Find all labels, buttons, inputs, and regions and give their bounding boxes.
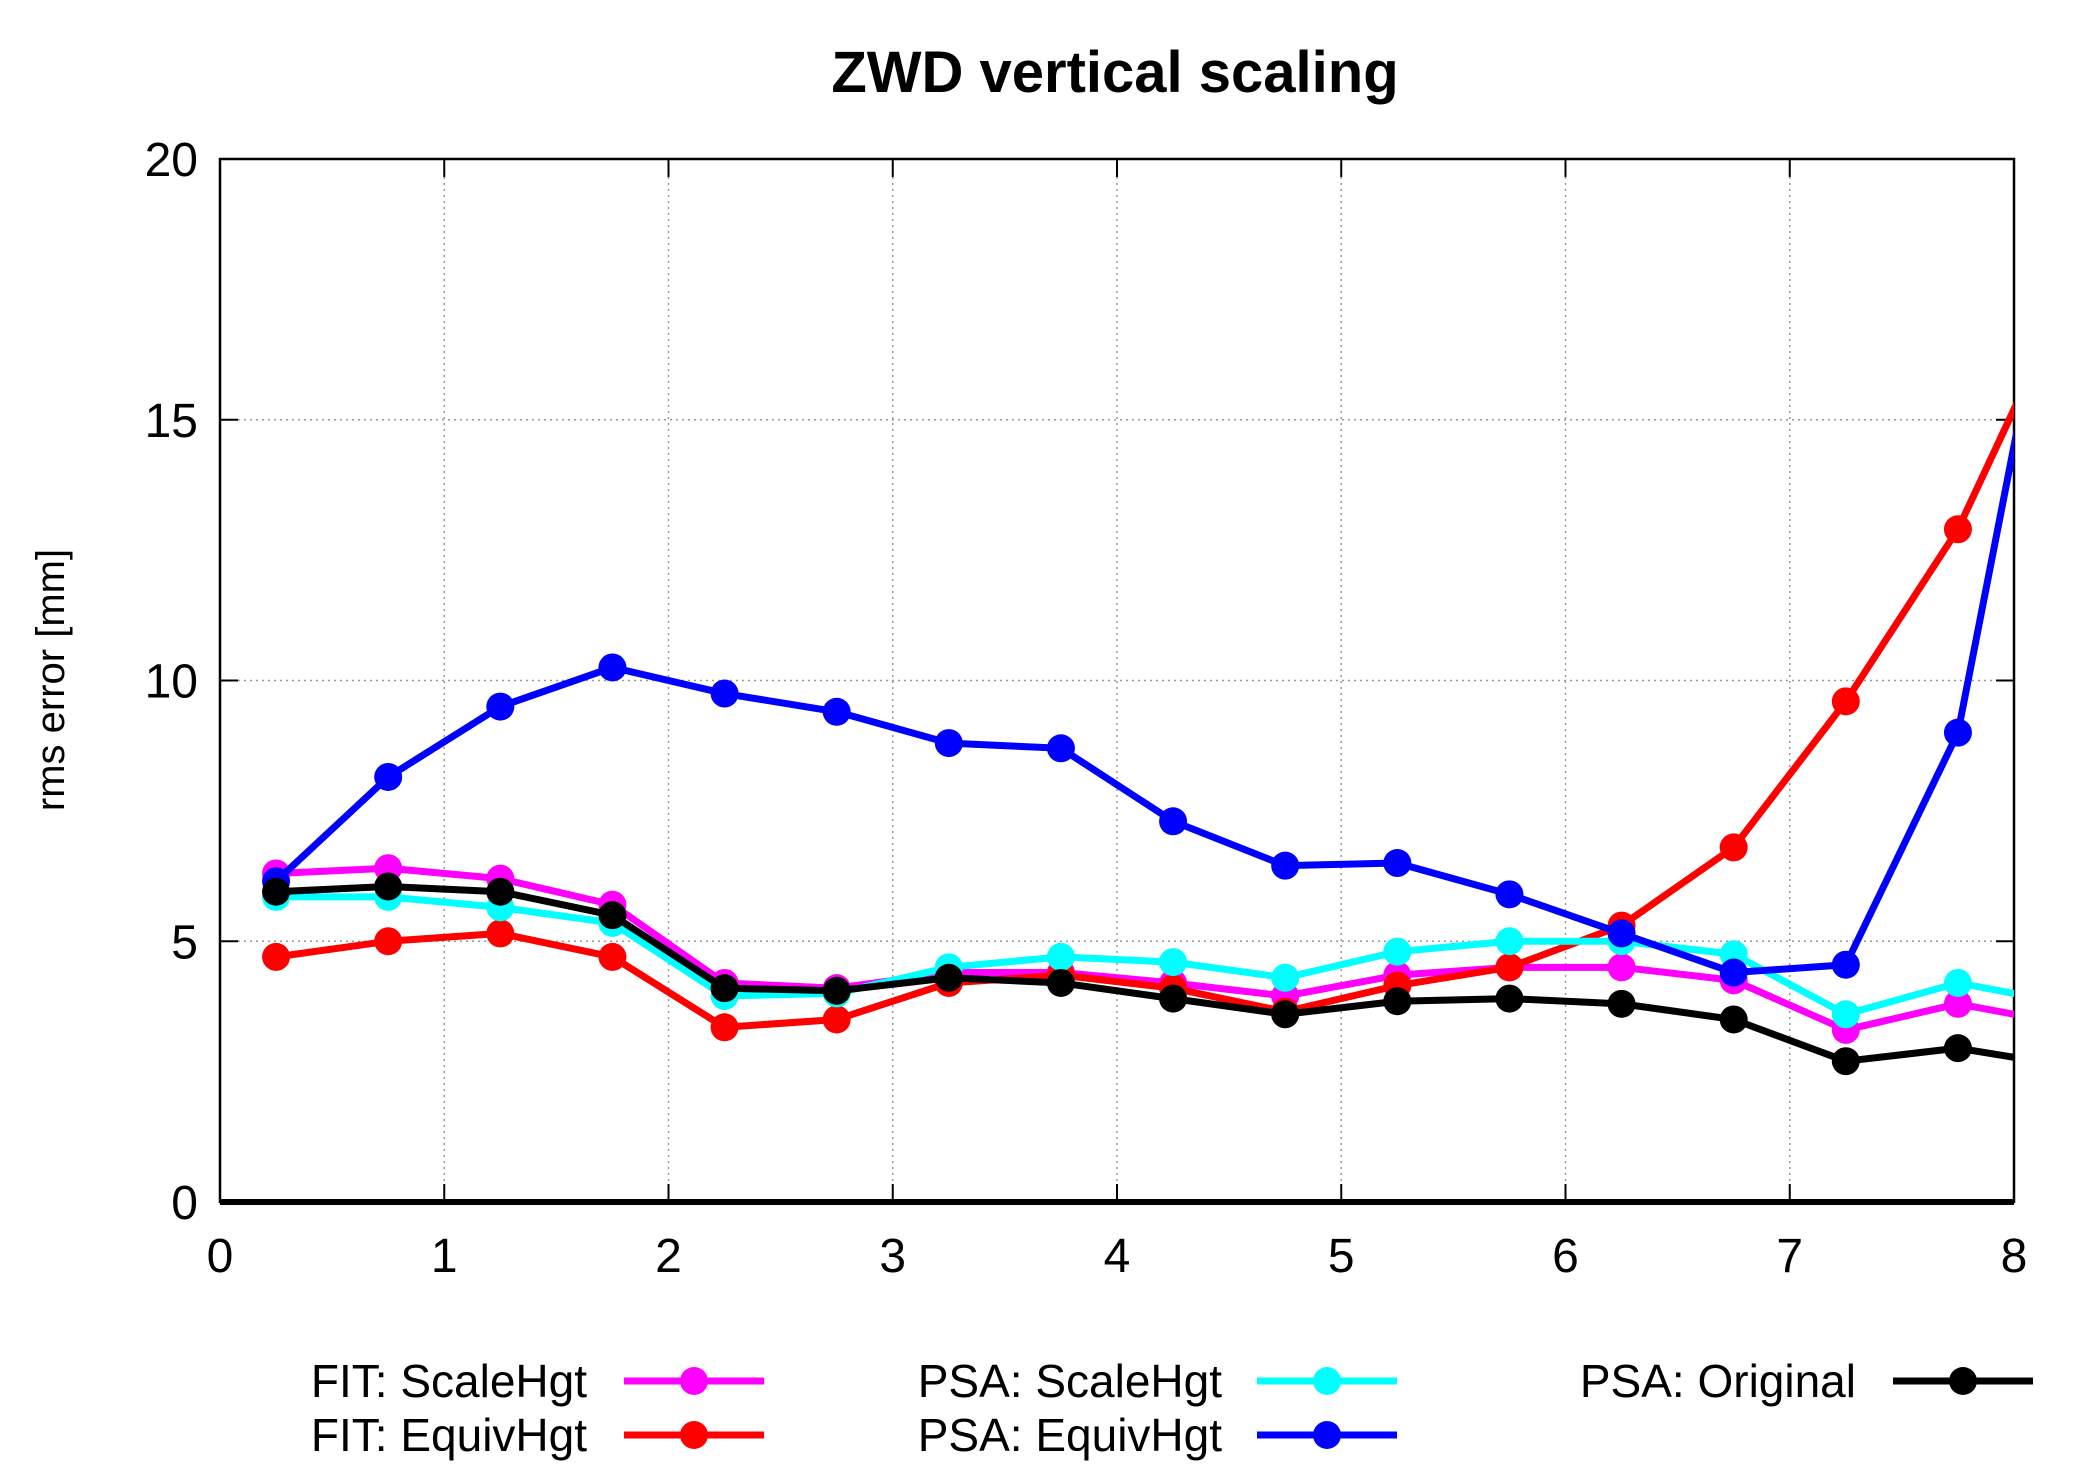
chart-title: ZWD vertical scaling — [831, 40, 1398, 105]
data-point — [2056, 1011, 2084, 1039]
data-point — [822, 976, 851, 1005]
data-point — [1607, 989, 1636, 1018]
data-point — [1046, 968, 1075, 997]
y-tick-label: 5 — [171, 916, 198, 969]
data-point — [598, 942, 627, 971]
data-point — [822, 697, 851, 726]
data-point — [1046, 942, 1075, 971]
data-point — [822, 1005, 851, 1034]
data-point — [1943, 968, 1972, 997]
data-point — [2056, 990, 2084, 1018]
data-point — [262, 877, 291, 906]
data-point — [934, 963, 963, 992]
legend-label: PSA: ScaleHgt — [918, 1355, 1222, 1407]
data-point — [1831, 687, 1860, 716]
legend-marker — [1313, 1367, 1341, 1395]
x-tick-label: 8 — [2001, 1230, 2028, 1283]
x-tick-label: 3 — [879, 1230, 906, 1283]
data-point — [710, 679, 739, 708]
legend-label: PSA: Original — [1580, 1355, 1856, 1407]
data-point — [1383, 849, 1412, 878]
x-tick-label: 6 — [1552, 1230, 1579, 1283]
data-point — [1719, 958, 1748, 987]
data-point — [1607, 919, 1636, 948]
data-point — [934, 729, 963, 758]
series-line — [273, 427, 2014, 977]
data-point — [2056, 1052, 2084, 1080]
legend-label: FIT: EquivHgt — [311, 1409, 587, 1461]
data-point — [486, 692, 515, 721]
legend-label: FIT: ScaleHgt — [311, 1355, 587, 1407]
y-axis-label: rms error [mm] — [29, 549, 73, 811]
data-point — [1831, 1047, 1860, 1076]
data-point — [1383, 937, 1412, 966]
legend-marker — [680, 1421, 708, 1449]
data-point — [1495, 984, 1524, 1013]
data-point — [1495, 953, 1524, 982]
data-point — [1271, 851, 1300, 880]
data-point — [1271, 963, 1300, 992]
data-point — [374, 762, 403, 791]
data-point — [2056, 275, 2084, 303]
y-tick-label: 10 — [145, 656, 198, 709]
data-point — [1943, 515, 1972, 544]
data-point — [1943, 989, 1972, 1018]
data-point — [374, 927, 403, 956]
data-point — [710, 974, 739, 1003]
data-point — [1607, 953, 1636, 982]
legend-marker — [1313, 1421, 1341, 1449]
x-tick-label: 7 — [1776, 1230, 1803, 1283]
data-point — [262, 942, 291, 971]
data-point — [374, 872, 403, 901]
data-point — [1943, 1034, 1972, 1063]
x-tick-label: 2 — [655, 1230, 682, 1283]
data-point — [1046, 734, 1075, 763]
data-point — [1495, 927, 1524, 956]
data-point — [1271, 1000, 1300, 1029]
data-point — [1831, 950, 1860, 979]
x-tick-label: 4 — [1104, 1230, 1131, 1283]
data-point — [1831, 1000, 1860, 1029]
data-point — [1159, 948, 1188, 977]
legend-marker — [1949, 1367, 1977, 1395]
y-tick-label: 0 — [171, 1177, 198, 1230]
x-tick-label: 0 — [207, 1230, 234, 1283]
data-point — [598, 901, 627, 930]
data-point — [2056, 145, 2084, 173]
plot-area — [262, 145, 2084, 1080]
data-point — [1719, 1005, 1748, 1034]
data-point — [486, 877, 515, 906]
legend-label: PSA: EquivHgt — [918, 1409, 1222, 1461]
x-tick-label: 1 — [431, 1230, 458, 1283]
data-point — [1719, 833, 1748, 862]
legend-marker — [680, 1367, 708, 1395]
y-tick-label: 20 — [145, 134, 198, 187]
data-point — [1495, 880, 1524, 909]
data-point — [710, 1013, 739, 1042]
data-point — [486, 919, 515, 948]
data-point — [1383, 987, 1412, 1016]
data-point — [598, 653, 627, 682]
y-tick-label: 15 — [145, 395, 198, 448]
x-tick-label: 5 — [1328, 1230, 1355, 1283]
data-point — [1943, 718, 1972, 747]
data-point — [1159, 984, 1188, 1013]
data-point — [1159, 807, 1188, 836]
